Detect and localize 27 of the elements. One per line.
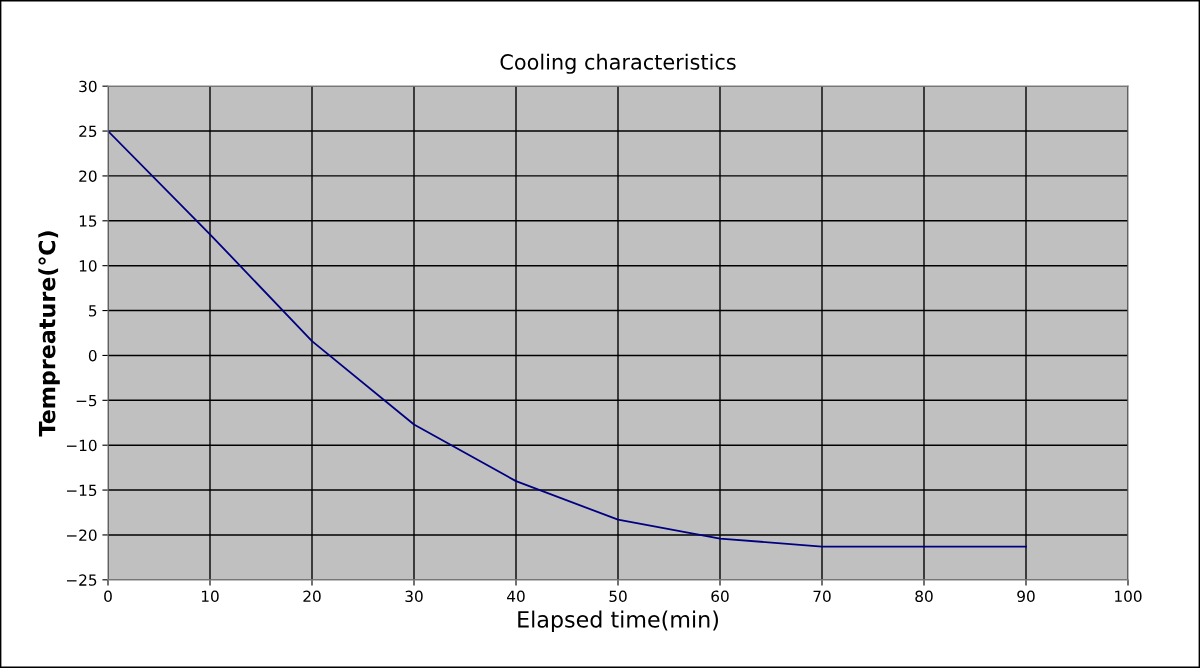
x-tick-label: 20	[303, 590, 321, 603]
x-tick-label: 100	[1115, 590, 1142, 603]
x-tick-label: 40	[507, 590, 525, 603]
y-tick-label: 25	[79, 125, 97, 138]
line-series	[108, 130, 1027, 548]
chart-title: Cooling characteristics	[500, 53, 736, 74]
y-tick-label: −15	[66, 484, 97, 497]
y-tick-label: 15	[79, 215, 97, 227]
y-axis-title: Tempreature(℃)	[38, 231, 60, 437]
x-tick-label: 90	[1017, 590, 1035, 603]
x-tick-label: 10	[201, 590, 219, 603]
y-tick-label: 20	[79, 170, 97, 182]
x-tick-label: 80	[915, 590, 933, 603]
x-axis-title: Elapsed time(min)	[518, 610, 718, 633]
y-tick-label: 30	[79, 80, 97, 93]
y-tick-label: −5	[76, 394, 97, 407]
x-tick-label: 30	[405, 590, 423, 603]
y-tick-label: 0	[88, 349, 97, 362]
y-tick-label: 5	[89, 305, 97, 317]
x-tick-label: 60	[711, 590, 729, 603]
x-tick-label: 50	[609, 590, 627, 603]
y-tick-label: −20	[66, 529, 97, 541]
y-tick-label: 10	[79, 260, 97, 272]
y-tick-label: −25	[66, 574, 97, 586]
x-tick-label: 0	[104, 590, 112, 603]
y-tick-label: −10	[66, 439, 97, 452]
x-tick-label: 70	[813, 590, 831, 603]
